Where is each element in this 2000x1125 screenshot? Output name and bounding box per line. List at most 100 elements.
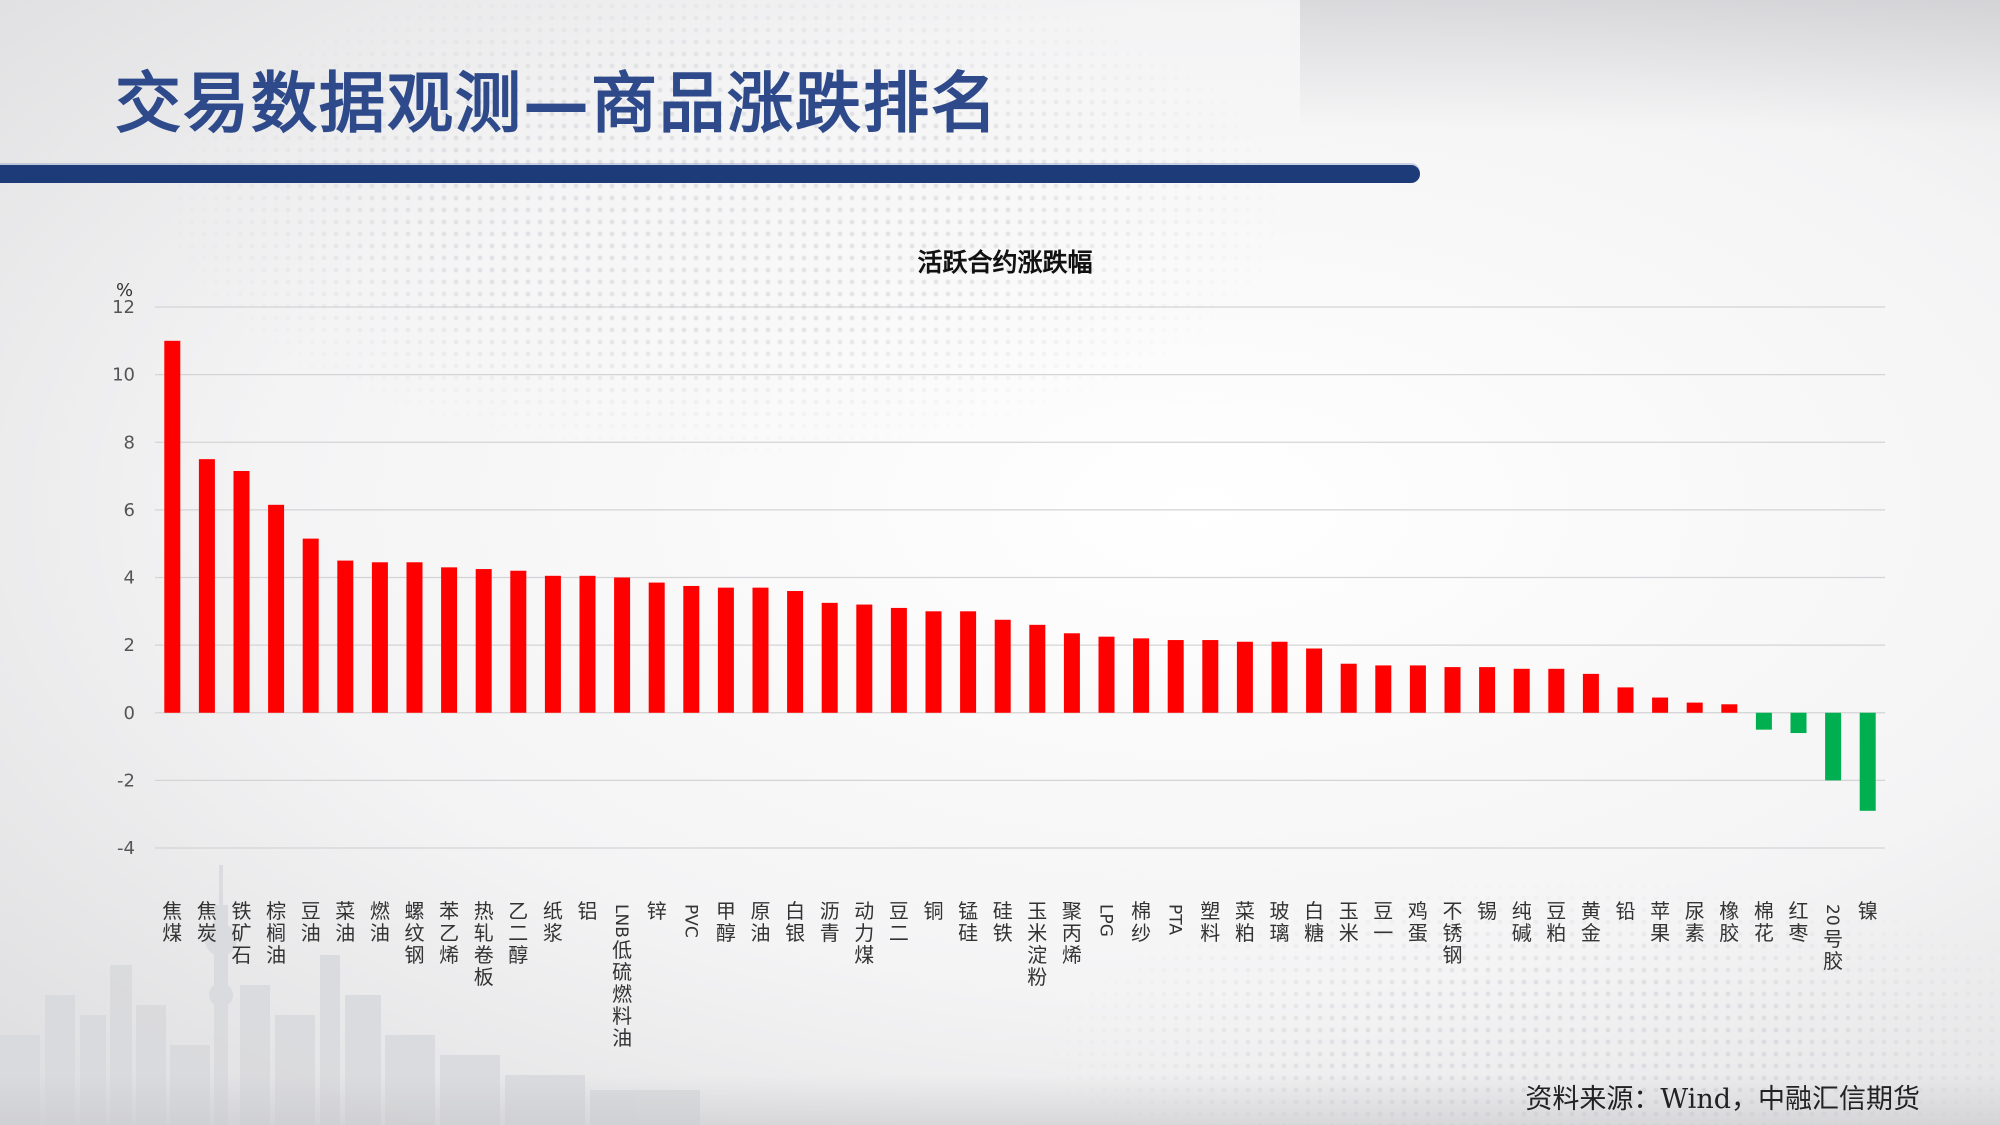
bar xyxy=(1029,624,1046,713)
y-tick-label: 6 xyxy=(124,500,135,521)
x-tick-label: 豆粕 xyxy=(1546,899,1566,945)
bar xyxy=(1236,641,1253,713)
bar xyxy=(1340,663,1357,713)
x-tick-label: 锌 xyxy=(647,899,667,923)
bar xyxy=(614,577,631,713)
x-tick-label: 不锈钢 xyxy=(1443,899,1463,967)
x-tick-label: 玉米淀粉 xyxy=(1027,899,1047,989)
bar xyxy=(1548,668,1565,713)
x-tick-label: 铜 xyxy=(924,899,944,923)
x-tick-label: 甲醇 xyxy=(716,899,736,945)
x-tick-label: 铝 xyxy=(578,899,598,923)
x-tick-label-latin: 20 xyxy=(1822,904,1842,926)
x-tick-label: 苹果 xyxy=(1650,899,1670,945)
x-tick-label-latin: PVC xyxy=(680,904,700,938)
x-tick-label: 焦炭 xyxy=(197,899,217,945)
bar xyxy=(441,567,458,713)
bar xyxy=(717,587,734,713)
x-tick-label: 尿素 xyxy=(1685,899,1705,945)
bar xyxy=(1790,712,1807,734)
chart-title: 活跃合约涨跌幅 xyxy=(917,248,1092,277)
bar xyxy=(1617,687,1634,713)
x-tick-label: 红枣 xyxy=(1789,899,1809,945)
x-tick-label: 玻璃 xyxy=(1270,899,1290,945)
x-tick-label: 聚丙烯 xyxy=(1062,899,1082,967)
x-tick-label: 低硫燃料油 xyxy=(612,938,632,1050)
x-tick-label: 白糖 xyxy=(1304,899,1324,945)
bar xyxy=(1652,697,1669,713)
bar xyxy=(925,611,942,713)
x-tick-label-latin: PTA xyxy=(1165,904,1185,935)
bar xyxy=(337,560,354,713)
slide-title: 交易数据观测—商品涨跌排名 xyxy=(115,65,999,142)
bar xyxy=(1271,641,1288,713)
bar xyxy=(1513,668,1530,713)
x-tick-label: 橡胶 xyxy=(1719,899,1739,945)
bar xyxy=(1167,640,1184,713)
bar xyxy=(683,585,700,713)
x-tick-label: 黄金 xyxy=(1581,899,1601,945)
x-tick-label: 镍 xyxy=(1858,899,1878,923)
x-tick-label: 硅铁 xyxy=(993,899,1013,945)
bar xyxy=(856,604,873,713)
x-tick-label: 动力煤 xyxy=(854,899,874,967)
bar xyxy=(1306,648,1323,713)
x-tick-label: 塑料 xyxy=(1200,899,1220,945)
x-tick-label-latin: LPG xyxy=(1096,904,1116,937)
y-tick-label: 10 xyxy=(112,365,135,386)
x-tick-label: 棕榈油 xyxy=(266,899,286,967)
y-tick-label: 2 xyxy=(124,635,135,656)
x-tick-label: 原油 xyxy=(751,899,771,945)
top-decorative-band xyxy=(1300,0,2000,130)
x-tick-label-latin: LNB xyxy=(611,904,631,938)
bar xyxy=(544,575,561,713)
x-tick-label: 铁矿石 xyxy=(232,899,252,967)
bar xyxy=(475,569,492,713)
bar xyxy=(1686,702,1703,713)
bar xyxy=(371,562,388,713)
bar xyxy=(1825,712,1842,781)
bar xyxy=(752,587,769,713)
x-tick-label: 焦煤 xyxy=(162,899,182,945)
bar xyxy=(648,582,665,713)
source-note: 资料来源：Wind，中融汇信期货 xyxy=(1525,1084,1920,1115)
bar xyxy=(1444,667,1461,713)
y-tick-label: -2 xyxy=(117,770,135,791)
x-tick-label: 鸡蛋 xyxy=(1408,899,1428,945)
bar xyxy=(233,470,250,713)
y-tick-label: 8 xyxy=(124,432,135,453)
x-tick-label: 号胶 xyxy=(1823,927,1843,973)
x-tick-label: 锡 xyxy=(1477,899,1497,923)
x-tick-label: 纯碱 xyxy=(1512,899,1532,945)
bar xyxy=(268,504,285,713)
bar xyxy=(1721,704,1738,713)
bar xyxy=(1582,673,1599,713)
bar xyxy=(406,562,423,713)
x-tick-label: 锰硅 xyxy=(958,899,978,945)
x-tick-label: 螺纹钢 xyxy=(405,899,425,967)
bar xyxy=(890,607,907,713)
x-tick-label: 苯乙烯 xyxy=(439,899,459,967)
x-tick-label: 热轧卷板 xyxy=(474,899,494,989)
y-axis-label: % xyxy=(116,280,133,301)
y-tick-label: -4 xyxy=(117,838,135,859)
world-map-dot-pattern xyxy=(150,0,1300,460)
bar xyxy=(1755,712,1772,730)
bar xyxy=(1479,667,1496,713)
title-underline-bar xyxy=(0,165,1420,183)
x-tick-label: 棉花 xyxy=(1754,899,1774,945)
bar xyxy=(821,602,838,713)
y-tick-label: 12 xyxy=(112,297,135,318)
x-tick-label: 白银 xyxy=(785,899,805,945)
bar xyxy=(198,459,215,713)
x-tick-label: 铅 xyxy=(1616,899,1636,923)
y-tick-label: 0 xyxy=(124,703,135,724)
x-tick-label: 燃油 xyxy=(370,899,390,945)
x-tick-label: 豆二 xyxy=(889,899,909,945)
bar xyxy=(302,538,319,713)
x-tick-label: 棉纱 xyxy=(1131,899,1151,945)
bar xyxy=(1202,640,1219,713)
bar xyxy=(1063,633,1080,713)
